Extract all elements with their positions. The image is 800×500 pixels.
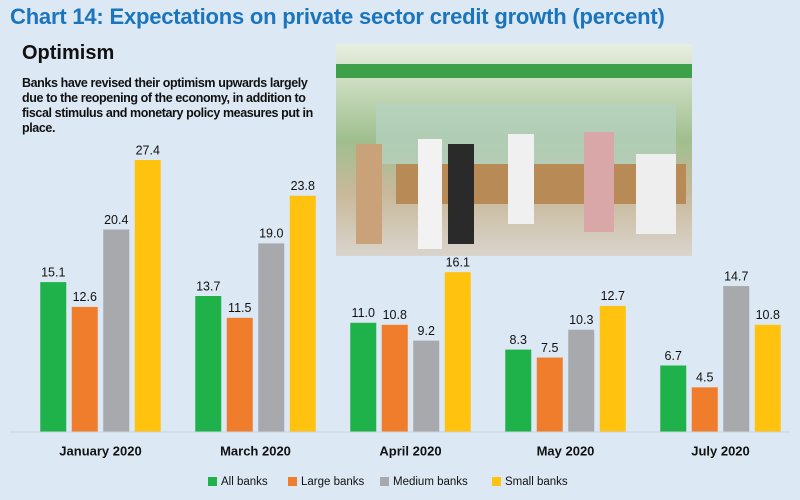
x-tick-label: March 2020 [220, 443, 291, 458]
bar [723, 286, 750, 432]
bar [536, 357, 563, 432]
photo-banner [336, 64, 692, 78]
value-label: 13.7 [196, 279, 220, 293]
x-tick-label: May 2020 [537, 443, 595, 458]
value-label: 11.5 [228, 301, 251, 315]
x-tick-label: January 2020 [59, 443, 141, 458]
legend-swatch [380, 477, 389, 486]
photo-people [356, 132, 676, 249]
bar [754, 324, 781, 432]
value-label: 19.0 [259, 227, 283, 241]
value-label: 23.8 [291, 179, 315, 193]
bar [258, 243, 285, 432]
subtitle: Optimism [22, 42, 115, 64]
chart-title: Chart 14: Expectations on private sector… [10, 4, 665, 29]
bar [660, 365, 687, 432]
value-label: 12.7 [601, 289, 625, 303]
value-label: 10.8 [756, 308, 780, 322]
bar [40, 282, 67, 432]
bar [350, 322, 377, 432]
x-tick-label: April 2020 [379, 443, 441, 458]
bar [71, 306, 98, 432]
value-label: 10.3 [569, 313, 593, 327]
legend-label: Small banks [505, 476, 568, 488]
value-label: 14.7 [724, 269, 748, 283]
legend-swatch [492, 477, 501, 486]
photo [336, 44, 692, 256]
value-label: 20.4 [104, 213, 128, 227]
value-label: 27.4 [136, 143, 160, 157]
value-label: 8.3 [510, 333, 527, 347]
bar [691, 387, 718, 432]
bar [226, 317, 253, 432]
legend-label: All banks [221, 476, 268, 488]
value-label: 11.0 [352, 306, 375, 320]
bar [444, 272, 471, 432]
legend-swatch [288, 477, 297, 486]
bar [195, 296, 222, 432]
value-label: 9.2 [418, 324, 435, 338]
bar [505, 349, 532, 432]
legend-label: Large banks [301, 476, 365, 488]
bar [599, 305, 626, 432]
value-label: 12.6 [73, 290, 97, 304]
bar [413, 340, 440, 432]
bar [289, 195, 316, 432]
legend-swatch [208, 477, 217, 486]
x-tick-label: July 2020 [691, 443, 750, 458]
legend-label: Medium banks [393, 476, 468, 488]
bar [103, 229, 130, 432]
value-label: 6.7 [665, 349, 682, 363]
value-label: 16.1 [446, 255, 470, 269]
bar [381, 324, 408, 432]
bar [134, 160, 161, 432]
annotation: Banks have revised their optimism upward… [22, 76, 313, 135]
value-label: 4.5 [696, 371, 713, 385]
value-label: 7.5 [541, 341, 558, 355]
bar [568, 329, 595, 432]
value-label: 10.8 [383, 308, 407, 322]
value-label: 15.1 [41, 265, 65, 279]
